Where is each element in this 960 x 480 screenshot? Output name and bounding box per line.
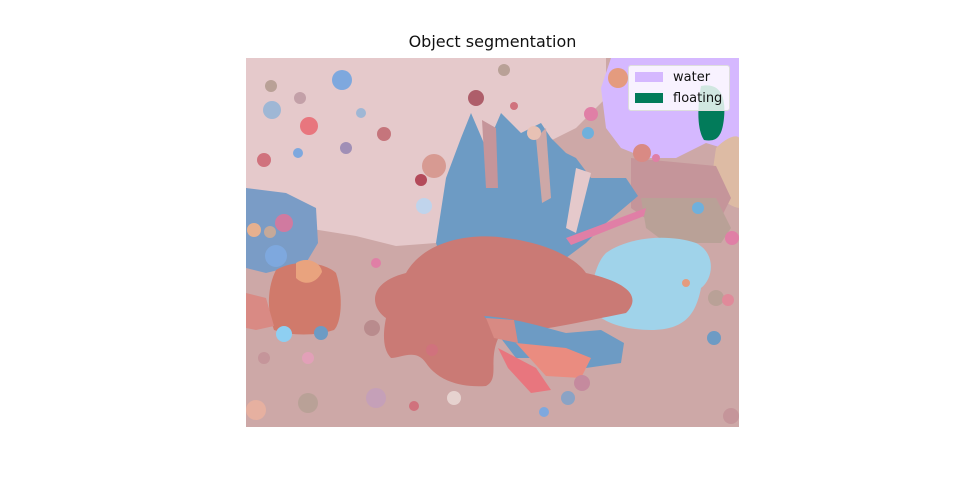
scatter-blob [300,117,318,135]
scatter-blob [426,344,438,356]
scatter-blob [366,388,386,408]
scatter-blob [264,226,276,238]
scatter-blob [265,80,277,92]
fish-fin [486,318,518,343]
fish-fin [484,316,624,368]
fin-ray [566,168,591,233]
taupe-region [641,198,731,243]
scatter-blob [722,294,734,306]
pink-ray [566,208,646,245]
scatter-blob [574,375,590,391]
scatter-blob [364,320,380,336]
scatter-blob [340,142,352,154]
water-swatch [635,72,663,82]
scatter-blob [582,127,594,139]
scatter-blob [652,154,660,162]
scatter-blob [276,326,292,342]
figure-title: Object segmentation [408,32,577,51]
legend-item-water: water [635,69,710,85]
legend-label-floating: floating [673,90,723,106]
scatter-blob [584,107,598,121]
scatter-blob [707,331,721,345]
scatter-blob [294,92,306,104]
scatter-blob [246,400,266,420]
scatter-blob [527,126,541,140]
scatter-blob [422,154,446,178]
scatter-blob [608,68,628,88]
segmentation-image [246,58,739,427]
scatter-blob [265,245,287,267]
fish-fin [516,343,591,378]
scatter-blob [258,352,270,364]
scatter-blob [314,326,328,340]
scatter-blob [510,102,518,110]
scatter-blob [498,64,510,76]
scatter-blob [263,101,281,119]
scatter-blob [415,174,427,186]
left-reef-object [296,259,322,283]
fish-body [374,236,633,387]
scatter-blob [723,408,739,424]
scatter-blob [302,352,314,364]
scatter-blob [409,401,419,411]
scatter-blob [416,198,432,214]
scatter-blob [293,148,303,158]
scatter-blob [633,144,651,162]
scatter-blob [377,127,391,141]
fin-ray [482,120,498,188]
scatter-blob [539,407,549,417]
legend-item-floating: floating [635,90,722,106]
scatter-blob [468,90,484,106]
scatter-blob [692,202,704,214]
scatter-blob [725,231,739,245]
scatter-blob [332,70,352,90]
legend: water floating [628,65,730,111]
floating-swatch [635,93,663,103]
left-edge-object [246,293,274,330]
scatter-blob [247,223,261,237]
scatter-blob [682,279,690,287]
scatter-blob [561,391,575,405]
left-reef-object [268,262,341,335]
fish-fin [498,348,551,393]
scatter-blob [708,290,724,306]
scatter-blob [447,391,461,405]
scatter-blob [275,214,293,232]
scatter-blob [257,153,271,167]
scatter-blob [356,108,366,118]
scatter-blob [298,393,318,413]
fin-ray [536,128,551,203]
scatter-blob [371,258,381,268]
legend-label-water: water [673,69,711,85]
